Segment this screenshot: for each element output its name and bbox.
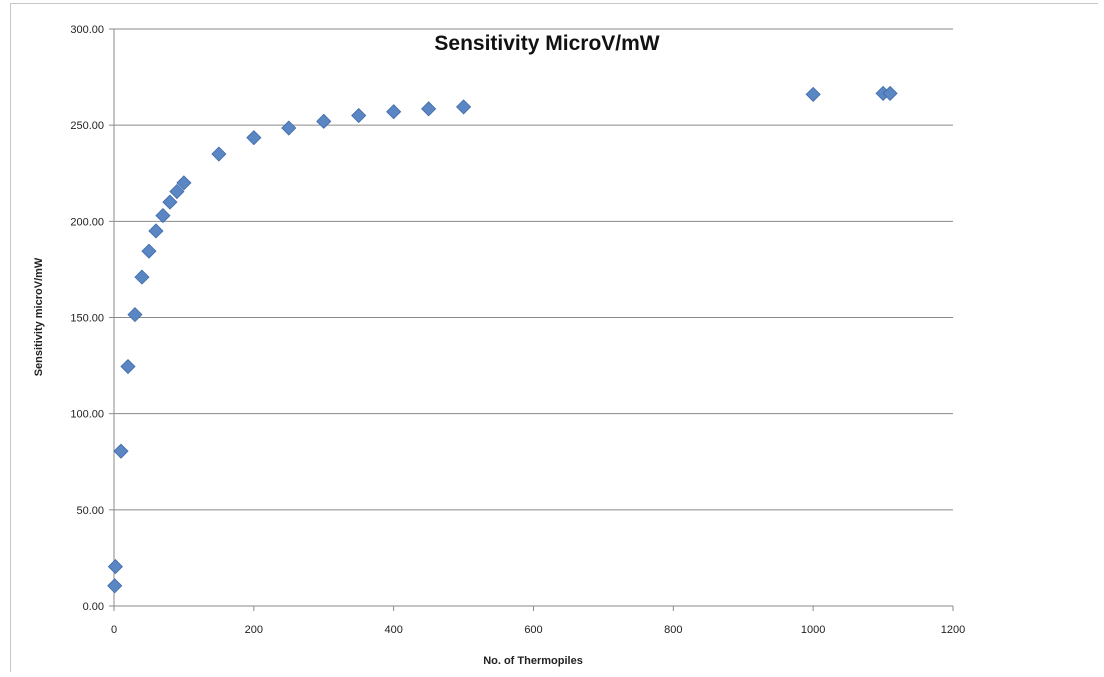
data-point (246, 130, 262, 146)
y-tick-label: 300.00 (70, 24, 104, 36)
y-tick-label: 200.00 (70, 216, 104, 228)
data-points (107, 85, 898, 594)
data-point (169, 183, 185, 200)
x-tick-label: 400 (384, 624, 402, 636)
x-tick-label: 600 (524, 624, 542, 636)
x-tick-label: 800 (664, 624, 682, 636)
y-tick-label: 150.00 (70, 313, 104, 325)
data-point (421, 101, 437, 117)
data-point (805, 86, 821, 102)
gridlines (114, 28, 953, 511)
data-point (107, 559, 123, 575)
data-point (148, 223, 164, 239)
data-point (351, 107, 367, 124)
data-point (281, 120, 297, 136)
y-tick-label: 250.00 (70, 120, 104, 132)
data-point (155, 207, 171, 224)
data-point (882, 85, 898, 101)
data-point (113, 443, 129, 459)
chart-frame (10, 3, 1098, 672)
data-point (127, 307, 143, 323)
data-point (134, 269, 150, 285)
x-tick-label: 1000 (801, 624, 825, 636)
data-point (176, 175, 192, 191)
x-tick-label: 0 (111, 624, 117, 636)
x-axis-title: No. of Thermopiles (483, 655, 583, 667)
y-axis-title: Sensitivity microV/mW (33, 257, 45, 376)
axes (109, 28, 954, 611)
data-point (107, 578, 123, 594)
y-tick-label: 0.00 (83, 601, 104, 613)
data-point (456, 99, 472, 115)
data-point (316, 113, 332, 129)
x-tick-label: 200 (245, 624, 263, 636)
data-point (162, 194, 178, 210)
data-point (386, 104, 402, 120)
x-tick-label: 1200 (941, 624, 965, 636)
data-point (141, 243, 157, 259)
data-point (211, 146, 227, 162)
data-point (120, 358, 136, 375)
tick-labels: 0.00 50.00 100.00 150.00 200.00 250.00 300.00 0… (70, 24, 965, 636)
chart-title: Sensitivity MicroV/mW (434, 32, 659, 55)
y-tick-label: 100.00 (70, 409, 104, 421)
y-tick-label: 50.00 (76, 505, 104, 517)
